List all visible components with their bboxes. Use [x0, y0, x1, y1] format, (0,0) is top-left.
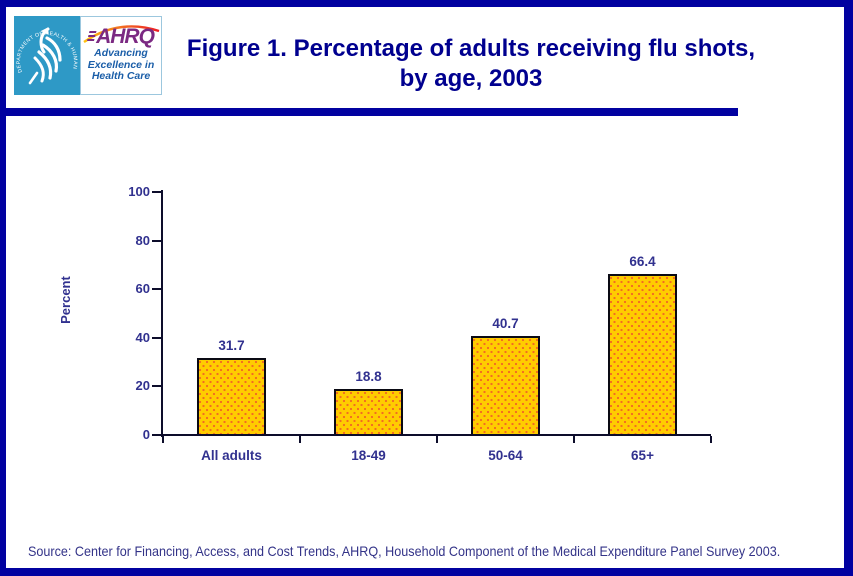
x-tick [162, 436, 164, 443]
ahrq-wordmark: AHRQ [81, 25, 161, 48]
y-tick [152, 385, 161, 388]
y-tick [152, 288, 161, 291]
y-tick-label: 60 [135, 281, 150, 297]
agency-logo: DEPARTMENT OF HEALTH & HUMAN SERVICES · … [14, 16, 162, 95]
x-tick [573, 436, 575, 443]
y-tick [152, 336, 161, 339]
x-tick [710, 436, 712, 443]
bar [608, 274, 677, 435]
y-tick-label: 100 [128, 184, 150, 199]
hhs-logo: DEPARTMENT OF HEALTH & HUMAN SERVICES · … [14, 16, 80, 95]
figure-title: Figure 1. Percentage of adults receiving… [151, 34, 791, 94]
y-tick-label: 20 [135, 378, 150, 394]
x-axis [161, 434, 711, 436]
x-tick-label: 50-64 [488, 448, 523, 463]
bar [197, 358, 266, 435]
bar-value-label: 40.7 [492, 316, 519, 331]
source-note: Source: Center for Financing, Access, an… [28, 543, 781, 559]
y-axis [161, 190, 163, 437]
figure-title-line2: by age, 2003 [399, 65, 543, 92]
ahrq-tagline-line2: Excellence in [87, 58, 155, 71]
bar [471, 336, 540, 435]
ahrq-tagline-line1: Advancing [94, 47, 148, 59]
y-tick-label: 40 [135, 329, 150, 345]
y-axis-title: Percent [58, 276, 73, 324]
bar-chart: Percent 0 20 40 60 80 100 31.7 All adults 18.8 18… [6, 7, 844, 568]
bar-value-label: 66.4 [629, 254, 656, 269]
bar-value-label: 18.8 [355, 369, 382, 384]
x-tick-label: 65+ [631, 448, 654, 463]
x-tick [436, 436, 438, 443]
y-tick [152, 239, 161, 242]
y-tick-label: 0 [142, 427, 150, 442]
y-tick [152, 434, 161, 436]
bar [334, 389, 403, 435]
y-tick [152, 191, 161, 193]
x-tick-label: All adults [201, 448, 262, 463]
x-tick-label: 18-49 [351, 448, 386, 463]
ahrq-logo: AHRQ Advancing Excellence in Health Care [80, 16, 162, 95]
ahrq-tagline: Advancing Excellence in Health Care [81, 47, 161, 83]
ahrq-acronym: AHRQ [96, 25, 155, 48]
y-tick-label: 80 [135, 232, 150, 248]
title-divider-rule [6, 108, 738, 116]
bar-value-label: 31.7 [218, 338, 245, 353]
x-tick [299, 436, 301, 443]
figure-title-line1: Figure 1. Percentage of adults receiving… [186, 35, 756, 62]
hhs-eagle-icon: DEPARTMENT OF HEALTH & HUMAN SERVICES · … [14, 16, 78, 85]
ahrq-tagline-line3: Health Care [91, 70, 151, 82]
